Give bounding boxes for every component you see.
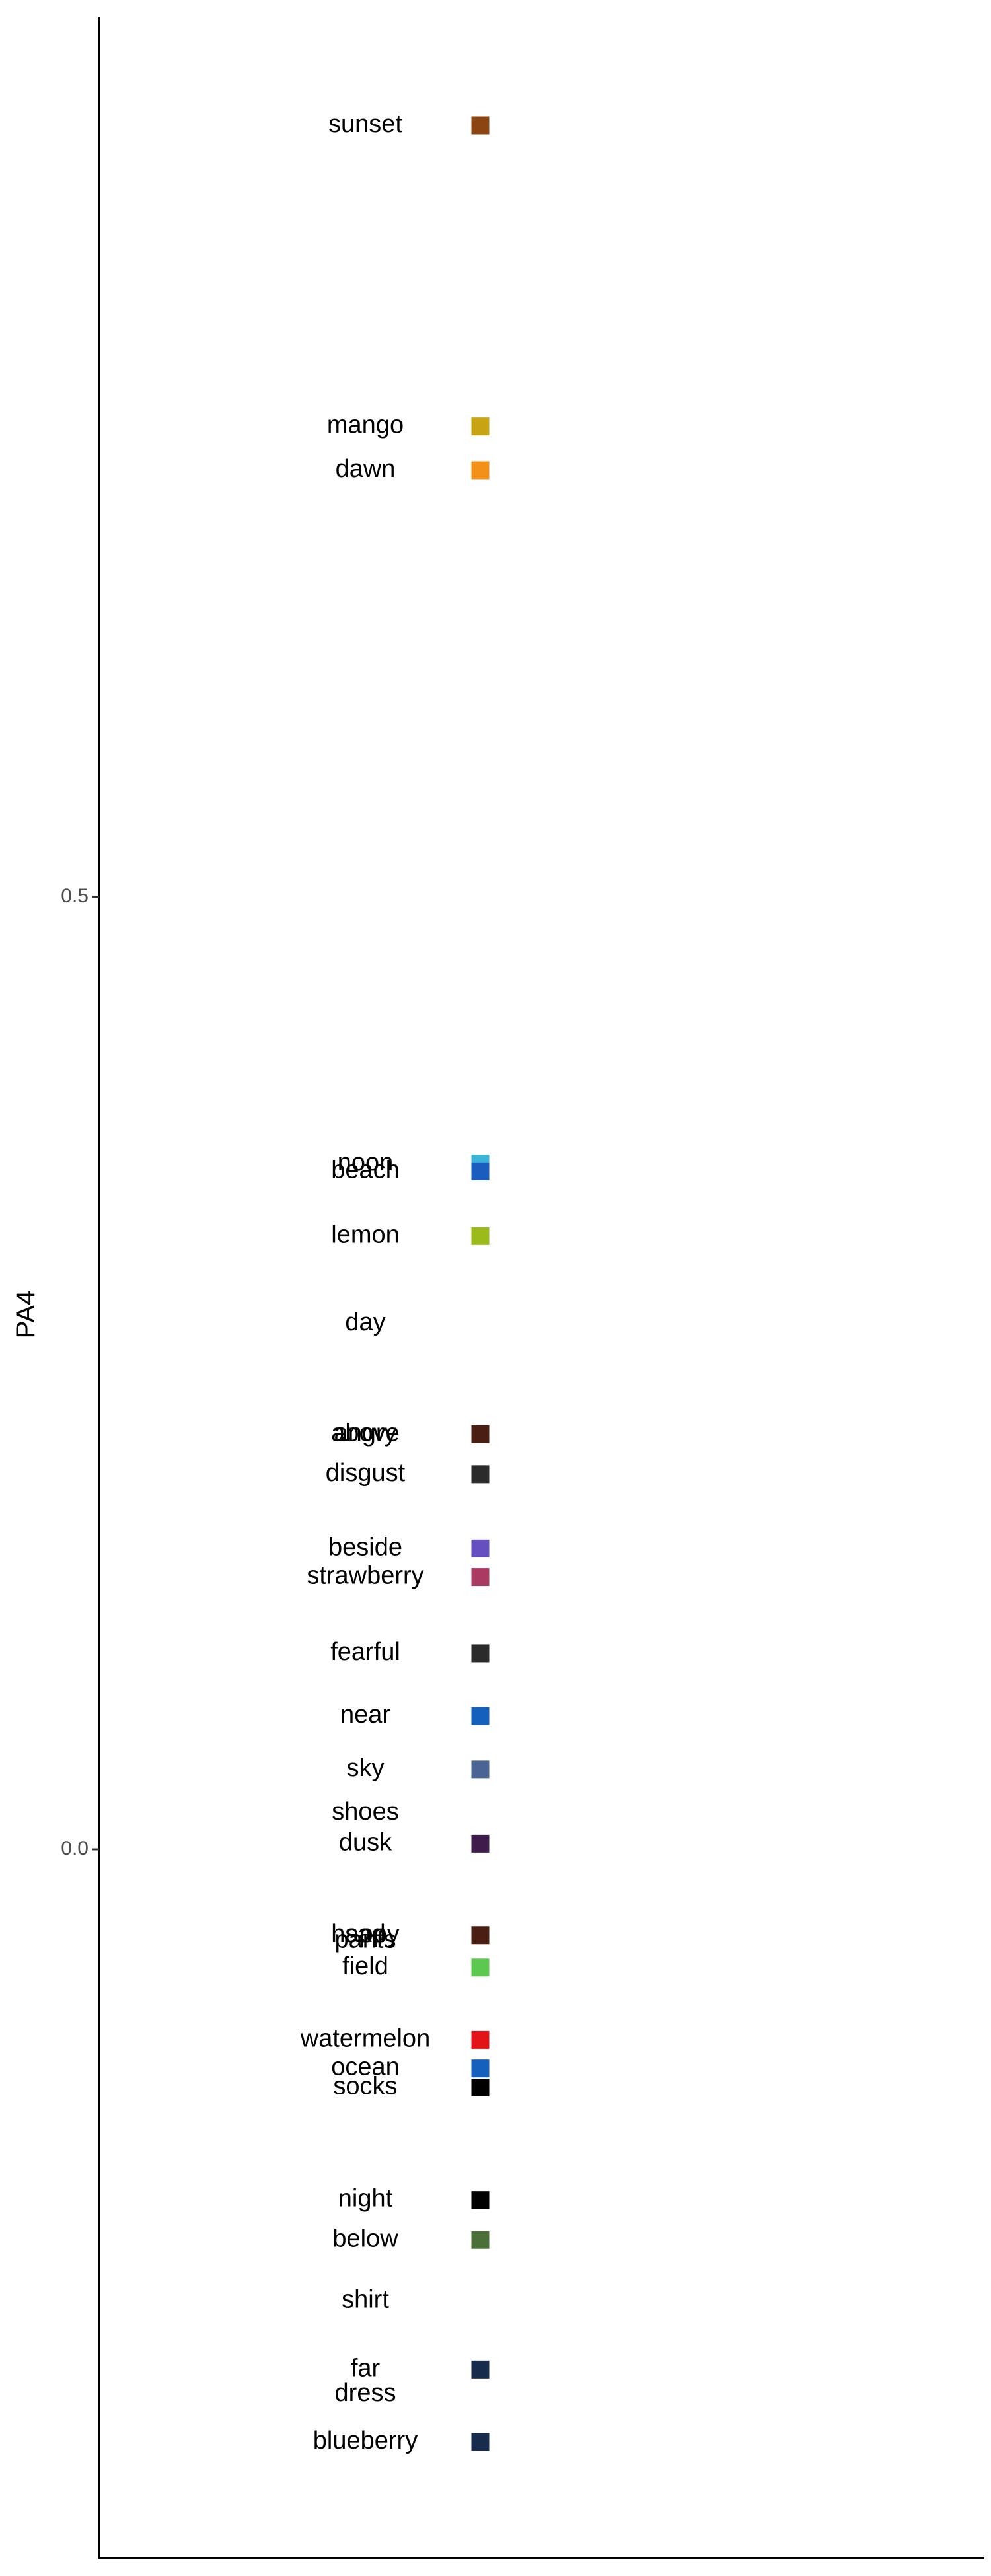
label-dusk: dusk [339, 1828, 392, 1856]
point-lemon [471, 1227, 490, 1245]
point-sunset [471, 116, 490, 135]
label-sky: sky [347, 1754, 385, 1782]
plot-area [98, 17, 984, 2559]
label-happy: happy [331, 1920, 400, 1948]
label-dress: dress [335, 2379, 396, 2407]
point-mango [471, 417, 490, 436]
label-day: day [345, 1308, 385, 1336]
label-far: far [351, 2354, 381, 2382]
point-beach [471, 1162, 490, 1180]
point-field [471, 1958, 490, 1977]
label-near: near [340, 1701, 390, 1729]
label-below: below [332, 2225, 398, 2252]
point-fearful [471, 1644, 490, 1663]
label-pants: pants [335, 1925, 396, 1953]
label-beach: beach [331, 1156, 400, 1184]
y-axis-title: PA4 [11, 1291, 40, 1339]
label-blueberry: blueberry [313, 2427, 418, 2454]
data-points [471, 116, 490, 2451]
point-strawberry [471, 1568, 490, 1587]
point-happy [471, 1926, 490, 1945]
point-socks [471, 2079, 490, 2096]
y-tick-label-0-5: 0.5 [61, 885, 89, 907]
point-night [471, 2191, 490, 2209]
point-far [471, 2360, 490, 2379]
label-socks: socks [333, 2073, 397, 2100]
label-noon: noon [338, 1149, 394, 1176]
point-dusk [471, 1834, 490, 1853]
point-blueberry [471, 2433, 490, 2451]
label-watermelon: watermelon [300, 2024, 430, 2052]
y-tick-label-0-0: 0.0 [61, 1838, 89, 1859]
label-strawberry: strawberry [307, 1562, 423, 1590]
point-ocean [471, 2059, 490, 2078]
label-sad: sad [345, 1920, 385, 1948]
y-axis-ticks: 0.0 0.5 [61, 885, 99, 1859]
point-disgust [471, 1465, 490, 1484]
label-shirt: shirt [342, 2286, 389, 2314]
label-night: night [338, 2185, 393, 2213]
label-dawn: dawn [336, 455, 396, 483]
label-mango: mango [327, 411, 404, 439]
point-dawn [471, 461, 490, 480]
label-field: field [342, 1952, 388, 1980]
label-shoes: shoes [332, 1798, 398, 1826]
label-beside: beside [328, 1533, 402, 1561]
point-near [471, 1707, 490, 1725]
point-watermelon [471, 2030, 490, 2049]
point-sky [471, 1760, 490, 1779]
label-fearful: fearful [330, 1638, 400, 1666]
label-disgust: disgust [326, 1459, 406, 1487]
label-above: above [331, 1419, 400, 1447]
point-below [471, 2231, 490, 2249]
point-beside [471, 1539, 490, 1557]
label-ocean: ocean [331, 2054, 400, 2081]
label-angry: angry [334, 1419, 396, 1447]
label-sunset: sunset [328, 110, 402, 138]
point-angry [471, 1425, 490, 1443]
label-lemon: lemon [331, 1221, 400, 1248]
